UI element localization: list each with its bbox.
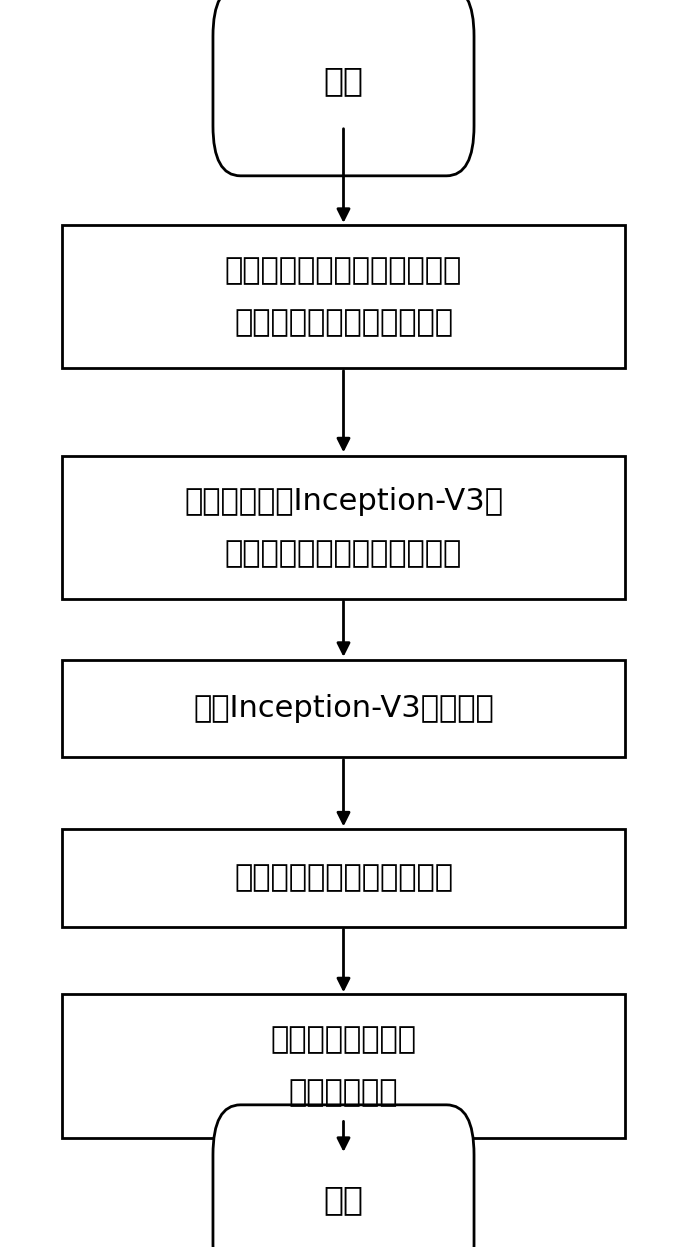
Bar — [62, 829, 625, 927]
Bar — [62, 995, 625, 1137]
Text: 结束: 结束 — [324, 1183, 363, 1216]
Text: 迁移学习得到Inception-V3网: 迁移学习得到Inception-V3网 — [184, 486, 503, 516]
Text: 络模型各个参数的最优初始值: 络模型各个参数的最优初始值 — [225, 539, 462, 569]
Text: 开始: 开始 — [324, 65, 363, 97]
Text: 对车型图片数据集进行数据增: 对车型图片数据集进行数据增 — [225, 256, 462, 286]
Bar — [62, 456, 625, 600]
FancyBboxPatch shape — [213, 1105, 474, 1247]
Text: 优化Inception-V3网络模型: 优化Inception-V3网络模型 — [193, 693, 494, 723]
Text: 输入测试集对车型: 输入测试集对车型 — [271, 1025, 416, 1055]
FancyBboxPatch shape — [213, 0, 474, 176]
Text: 强，并划分训练集和验证集: 强，并划分训练集和验证集 — [234, 308, 453, 338]
Bar — [62, 224, 625, 369]
Bar — [62, 660, 625, 757]
Text: 图片进行分类: 图片进行分类 — [289, 1077, 398, 1107]
Text: 输入训练集对模型进行训练: 输入训练集对模型进行训练 — [234, 863, 453, 893]
